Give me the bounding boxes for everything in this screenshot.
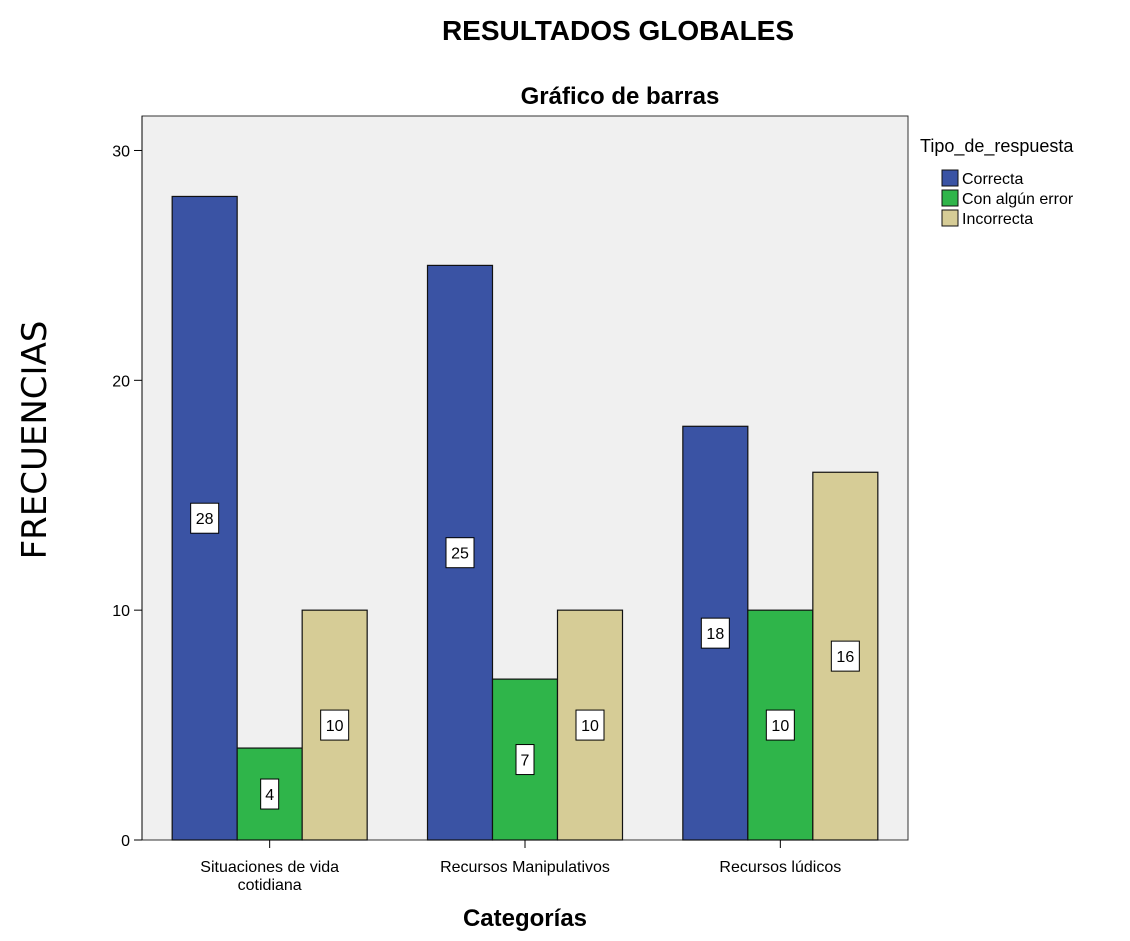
y-tick-label: 20 (112, 373, 130, 390)
data-label-box (260, 778, 280, 810)
data-label: 18 (706, 626, 724, 643)
legend-swatch (941, 169, 959, 187)
chart-subtitle: Gráfico de barras (521, 83, 720, 110)
data-label-box (575, 709, 605, 741)
data-label: 16 (836, 649, 854, 666)
data-label: 7 (521, 753, 530, 770)
data-label-box (320, 709, 350, 741)
x-tick-label: Recursos Manipulativos (440, 859, 610, 876)
x-tick-label: Situaciones de vida (200, 859, 339, 876)
axes: 0 10 20 30 (112, 116, 143, 850)
data-label: 28 (196, 511, 214, 528)
data-label-box (830, 640, 860, 672)
data-label: 10 (326, 718, 344, 735)
legend-item: Incorrecta (962, 211, 1033, 228)
data-label-box (765, 709, 795, 741)
y-tick-label: 30 (112, 143, 130, 160)
legend-item: Correcta (962, 171, 1023, 188)
data-label: 4 (265, 787, 274, 804)
data-label: 10 (581, 718, 599, 735)
legend-title: Tipo_de_respuesta (920, 136, 1074, 157)
data-label-box (700, 617, 730, 649)
chart-title: RESULTADOS GLOBALES (442, 15, 794, 46)
x-tick-label: Recursos lúdicos (719, 859, 841, 876)
data-label: 25 (451, 546, 469, 563)
data-labels: 28 4 10 25 7 10 18 10 16 (190, 502, 860, 810)
data-label-box (445, 537, 475, 569)
legend: Tipo_de_respuesta Correcta Con algún erro… (920, 136, 1074, 228)
y-tick-label: 0 (121, 833, 130, 850)
data-label-box (190, 502, 220, 534)
x-axis-label: Categorías (463, 905, 587, 932)
legend-swatch (941, 189, 959, 207)
data-label: 10 (771, 718, 789, 735)
y-tick-label: 10 (112, 603, 130, 620)
legend-item: Con algún error (962, 191, 1074, 208)
bars (171, 195, 879, 841)
x-tick-label: cotidiana (238, 877, 302, 894)
legend-swatch (941, 209, 959, 227)
data-label-box (515, 744, 535, 776)
y-axis-label: FRECUENCIAS (15, 321, 55, 560)
